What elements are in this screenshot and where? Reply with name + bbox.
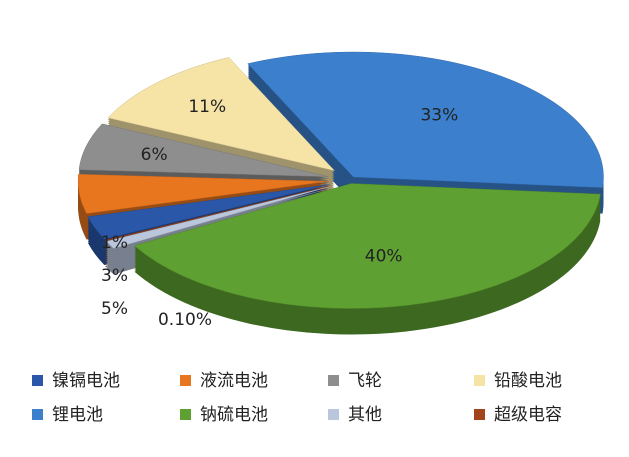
legend-label: 锂电池 — [52, 405, 103, 425]
slice-side — [106, 188, 331, 251]
legend-swatch — [180, 375, 191, 386]
data-label: 33% — [420, 106, 458, 126]
legend-label: 液流电池 — [200, 371, 268, 391]
legend-swatch — [474, 375, 485, 386]
legend-label: 飞轮 — [348, 371, 382, 391]
data-label: 1% — [101, 233, 128, 253]
data-label: 3% — [101, 266, 128, 286]
legend-swatch — [32, 375, 43, 386]
slice — [247, 51, 604, 188]
legend-swatch — [180, 409, 191, 420]
slice — [87, 184, 330, 240]
slice — [104, 185, 331, 242]
legend-label: 钠硫电池 — [200, 405, 268, 425]
slice — [77, 174, 329, 214]
legend-swatch — [328, 375, 339, 386]
data-label: 11% — [188, 97, 226, 117]
legend-label: 镍镉电池 — [52, 371, 120, 391]
legend-label: 超级电容 — [494, 405, 562, 425]
slice — [107, 57, 336, 172]
slice — [105, 185, 331, 249]
legend-swatch — [32, 409, 43, 420]
slice — [133, 183, 601, 309]
data-label: 40% — [365, 247, 403, 267]
data-label: 5% — [101, 299, 128, 319]
legend-swatch — [474, 409, 485, 420]
legend-label: 其他 — [348, 405, 382, 425]
data-label: 6% — [141, 145, 168, 165]
data-label: 0.10% — [158, 310, 212, 330]
slice — [78, 123, 329, 178]
legend-label: 铅酸电池 — [494, 371, 562, 391]
legend-swatch — [328, 409, 339, 420]
